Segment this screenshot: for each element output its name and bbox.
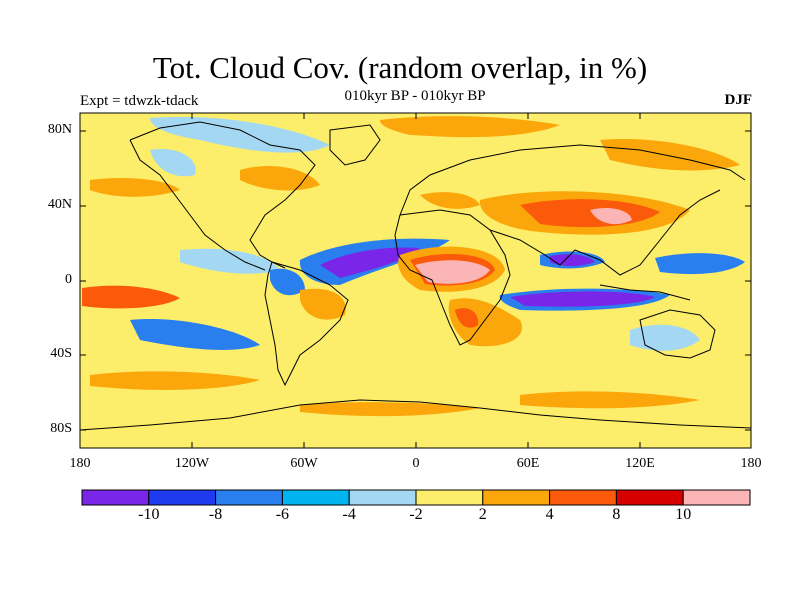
anomaly-region-siberia-orange [600, 139, 740, 171]
colorbar-tick-label: 10 [675, 506, 692, 523]
colorbar-swatch [549, 489, 617, 506]
colorbar-swatch [682, 489, 751, 506]
lon-label-120e: 120E [625, 456, 655, 471]
anomaly-region-s-america-orange [300, 288, 346, 320]
lon-label-0: 0 [412, 456, 420, 471]
anomaly-region-southern-ocean-orange [90, 371, 260, 390]
colorbar-tick-label: 8 [612, 506, 621, 523]
colorbar-tick-label: -2 [409, 506, 423, 523]
anomaly-region-antarctic-orange [300, 402, 480, 417]
colorbar-swatch [81, 489, 150, 506]
colorbar-tick-label: -10 [138, 506, 160, 523]
lon-label-60e: 60E [516, 456, 540, 471]
colorbar-swatch [148, 489, 217, 506]
coastline-maritime-continent [599, 284, 691, 301]
coastline-australia [639, 309, 716, 359]
map-title: Tot. Cloud Cov. (random overlap, in %) [152, 50, 648, 85]
anomaly-region-s-africa-red [455, 308, 479, 328]
anomaly-region-australia-blue [630, 324, 700, 351]
anomaly-region-s-america-blue [270, 268, 305, 296]
lon-label-120w: 120W [174, 456, 210, 471]
colorbar-swatch [615, 489, 684, 506]
anomaly-region-w-pacific-blue [655, 253, 745, 275]
anomaly-region-s-pacific-blue [130, 319, 260, 350]
anomaly-region-sc-pacific-blue [180, 248, 280, 274]
coastline-antarctica [79, 399, 752, 431]
lat-label-80s: 80S [50, 421, 72, 436]
map-subtitle: 010kyr BP - 010kyr BP [344, 88, 486, 104]
lat-label-40s: 40S [50, 346, 72, 361]
anomaly-region-e-pacific-red [82, 285, 180, 309]
lon-label-60w: 60W [290, 456, 318, 471]
coastlines [79, 121, 752, 431]
coastline-asia-south [489, 189, 721, 276]
colorbar-swatch [215, 489, 283, 506]
colorbar-swatch [348, 489, 417, 506]
coastline-eurasia [399, 144, 746, 216]
anomaly-region-africa-pink [415, 260, 490, 284]
colorbar-tick-label: -8 [208, 506, 223, 523]
colorbar-swatch [482, 489, 551, 506]
coastline-africa [394, 209, 511, 346]
lon-label-180e: 180 [740, 456, 762, 471]
colorbar-tick-label: 4 [545, 506, 554, 523]
lat-label-80n: 80N [47, 122, 72, 137]
anomaly-region-arctic-orange [380, 116, 560, 138]
experiment-label: Expt = tdwzk-tdack [80, 93, 199, 109]
anomaly-region-na-blue [150, 149, 196, 177]
colorbar-swatch [281, 489, 350, 506]
anomaly-region-indian-ocean-violet [510, 291, 655, 307]
colorbar-tick-label: -4 [342, 506, 356, 523]
coastline-greenland [329, 124, 381, 166]
coastline-north-america-west [129, 139, 266, 271]
cloud-cover-field [80, 113, 751, 448]
axis-ticks [80, 113, 751, 448]
season-label: DJF [724, 92, 753, 108]
lat-label-40n: 40N [47, 197, 72, 212]
colorbar-tick-label: -6 [275, 506, 290, 523]
colorbar-swatch [415, 489, 484, 506]
lon-label-180w: 180 [69, 456, 91, 471]
anomaly-region-southern-ocean-orange-2 [520, 391, 700, 409]
colorbar-tick-label: 2 [478, 506, 487, 523]
anomaly-region-asia-pink [590, 208, 632, 225]
coastline-north-america [129, 121, 316, 269]
lat-label-0: 0 [65, 272, 72, 287]
anomaly-region-ne-pacific-orange [90, 178, 180, 197]
coastline-south-america [264, 261, 349, 387]
colorbar [81, 489, 751, 506]
anomaly-region-arctic-blue [150, 116, 330, 153]
anomaly-region-med-orange [420, 192, 480, 209]
anomaly-region-trop-atlantic-violet [320, 247, 420, 278]
